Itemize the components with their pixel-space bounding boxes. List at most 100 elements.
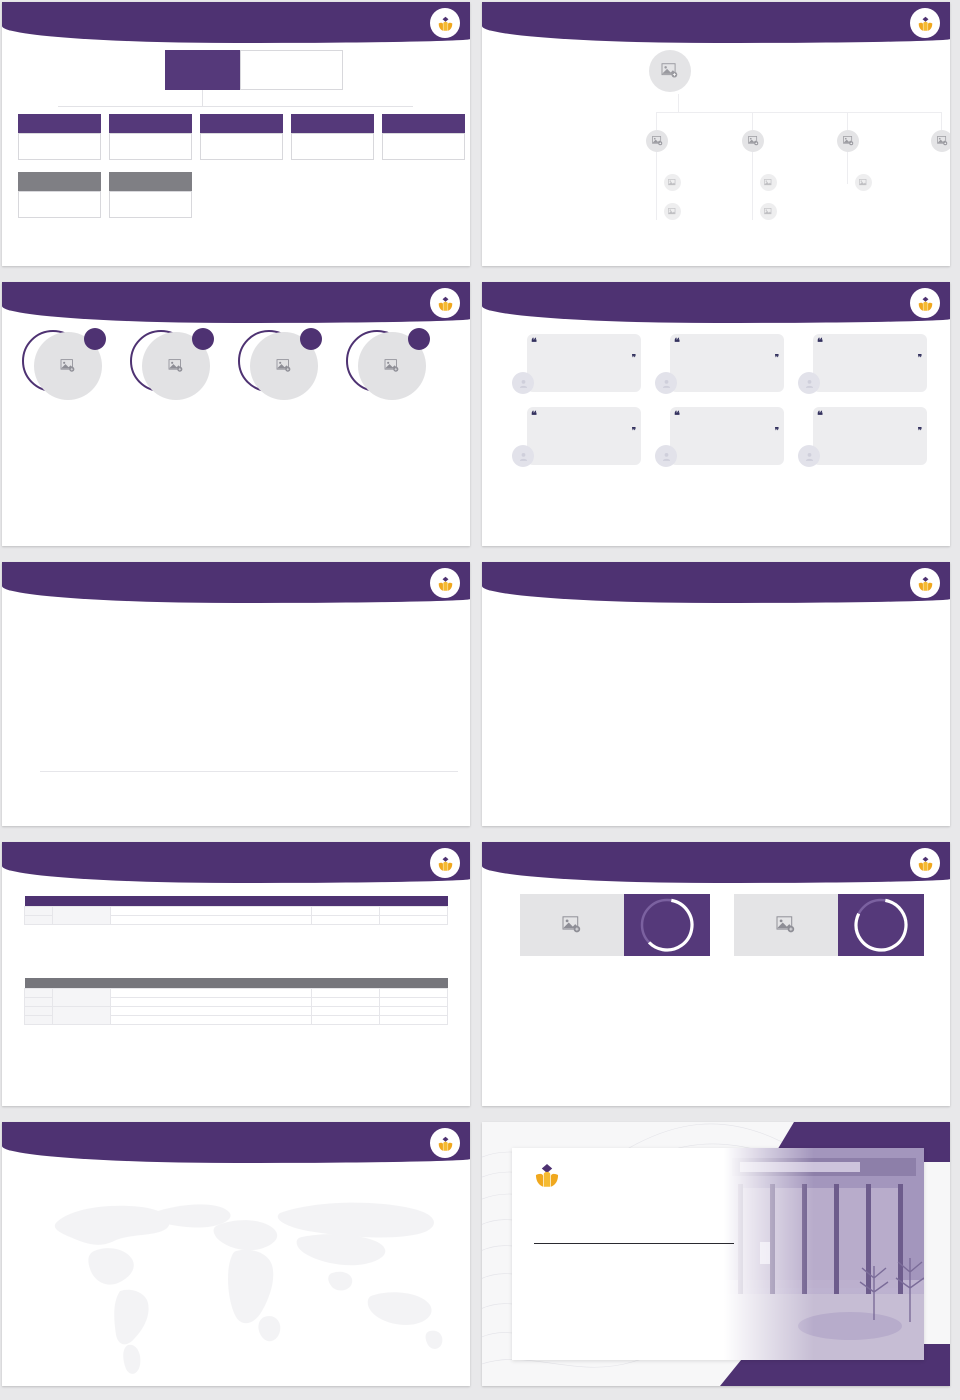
cell-head [311,988,380,998]
org-node[interactable] [109,114,192,160]
org-node[interactable] [18,172,101,218]
person-icon [519,379,527,388]
table-row[interactable] [24,1015,448,1025]
org-root-node[interactable] [165,50,343,90]
cell-head [311,906,380,916]
cell-index [24,988,53,998]
org-node[interactable] [200,114,283,160]
avatar[interactable] [798,445,820,467]
bellevue-logo-icon [438,16,452,31]
org-node[interactable] [742,130,769,152]
quote-open-icon: ❝ [817,410,823,422]
avatar[interactable] [798,372,820,394]
person-avatar-stack [346,328,434,400]
org-subnode[interactable] [760,174,782,191]
org-root-head [165,50,240,90]
image-placeholder-icon [747,136,758,146]
org-connector-stem [678,94,679,112]
thank-you-text-block [512,1148,764,1360]
chart-y-axis [20,646,38,772]
org-node[interactable] [18,114,101,160]
avatar-placeholder[interactable] [649,50,691,92]
bellevue-logo-icon [918,576,932,591]
role-badge [300,328,322,350]
avatar-placeholder[interactable] [760,174,777,191]
avatar-placeholder[interactable] [664,174,681,191]
avatar[interactable] [512,372,534,394]
quote-close-icon: ❞ [917,426,922,435]
logo-badge [430,288,460,318]
table-row[interactable] [24,906,448,925]
avatar[interactable] [512,445,534,467]
quote-bubble: ❝ ❞ [527,334,641,392]
character-card[interactable]: ❝ ❞ [655,407,795,469]
org-node[interactable] [291,114,374,160]
header-band [482,842,950,883]
avatar-placeholder[interactable] [742,130,764,152]
org-subnode[interactable] [855,174,877,191]
image-placeholder-icon [842,136,853,146]
table-row[interactable] [24,1006,448,1025]
avatar-placeholder[interactable] [646,130,668,152]
person-card[interactable] [22,328,110,405]
org-node-desc [291,133,374,160]
cell-head [311,915,380,925]
character-card[interactable]: ❝ ❞ [512,407,652,469]
cell-timeline [379,997,448,1007]
image-placeholder-icon [562,916,581,933]
character-card[interactable]: ❝ ❞ [655,334,795,396]
character-card[interactable]: ❝ ❞ [798,407,938,469]
person-card[interactable] [238,328,326,405]
global-item[interactable] [242,1234,375,1239]
image-placeholder[interactable] [734,894,838,956]
image-placeholder-icon [668,207,676,214]
logo-badge [910,8,940,38]
person-card[interactable] [346,328,434,405]
image-placeholder-icon [60,359,75,372]
avatar-placeholder[interactable] [837,130,859,152]
table-header-row [24,896,448,907]
avatar-placeholder[interactable] [855,174,872,191]
org-root-node[interactable] [649,50,701,92]
character-card[interactable]: ❝ ❞ [512,334,652,396]
org-subnode[interactable] [664,174,686,191]
slide-25: ❝ ❞ ❝ ❞ [480,280,960,560]
global-item[interactable] [28,1234,161,1239]
table-row[interactable] [24,988,448,1007]
cell-head [311,1006,380,1016]
slide-26 [0,560,480,840]
slide-30 [0,1120,480,1400]
person-avatar-stack [130,328,218,400]
org-subnode[interactable] [664,203,686,220]
header-band [2,842,470,883]
avatar-placeholder[interactable] [664,203,681,220]
person-card[interactable] [130,328,218,405]
avatar-placeholder[interactable] [931,130,950,152]
org-connector-line [656,112,942,113]
world-map-background [54,1202,443,1374]
avatar[interactable] [655,445,677,467]
slide-31 [480,1120,960,1400]
comparison-item[interactable] [734,894,924,965]
avatar-placeholder[interactable] [760,203,777,220]
org-subnode[interactable] [760,203,782,220]
image-placeholder[interactable] [520,894,624,956]
cell-head [311,997,380,1007]
org-node[interactable] [837,130,864,152]
table-row[interactable] [24,915,448,925]
org-node[interactable] [931,130,950,152]
org-node[interactable] [646,130,673,152]
org-node[interactable] [382,114,465,160]
comparison-item[interactable] [520,894,710,965]
org-node[interactable] [109,172,192,218]
avatar[interactable] [655,372,677,394]
org-node-desc [109,191,192,218]
slide-29 [480,840,960,1120]
table-header-cell [379,978,448,989]
image-placeholder-icon [651,136,662,146]
image-placeholder-icon [168,359,183,372]
logo-badge [430,8,460,38]
character-card[interactable]: ❝ ❞ [798,334,938,396]
bellevue-logo-icon [918,856,932,871]
logo-badge [910,848,940,878]
